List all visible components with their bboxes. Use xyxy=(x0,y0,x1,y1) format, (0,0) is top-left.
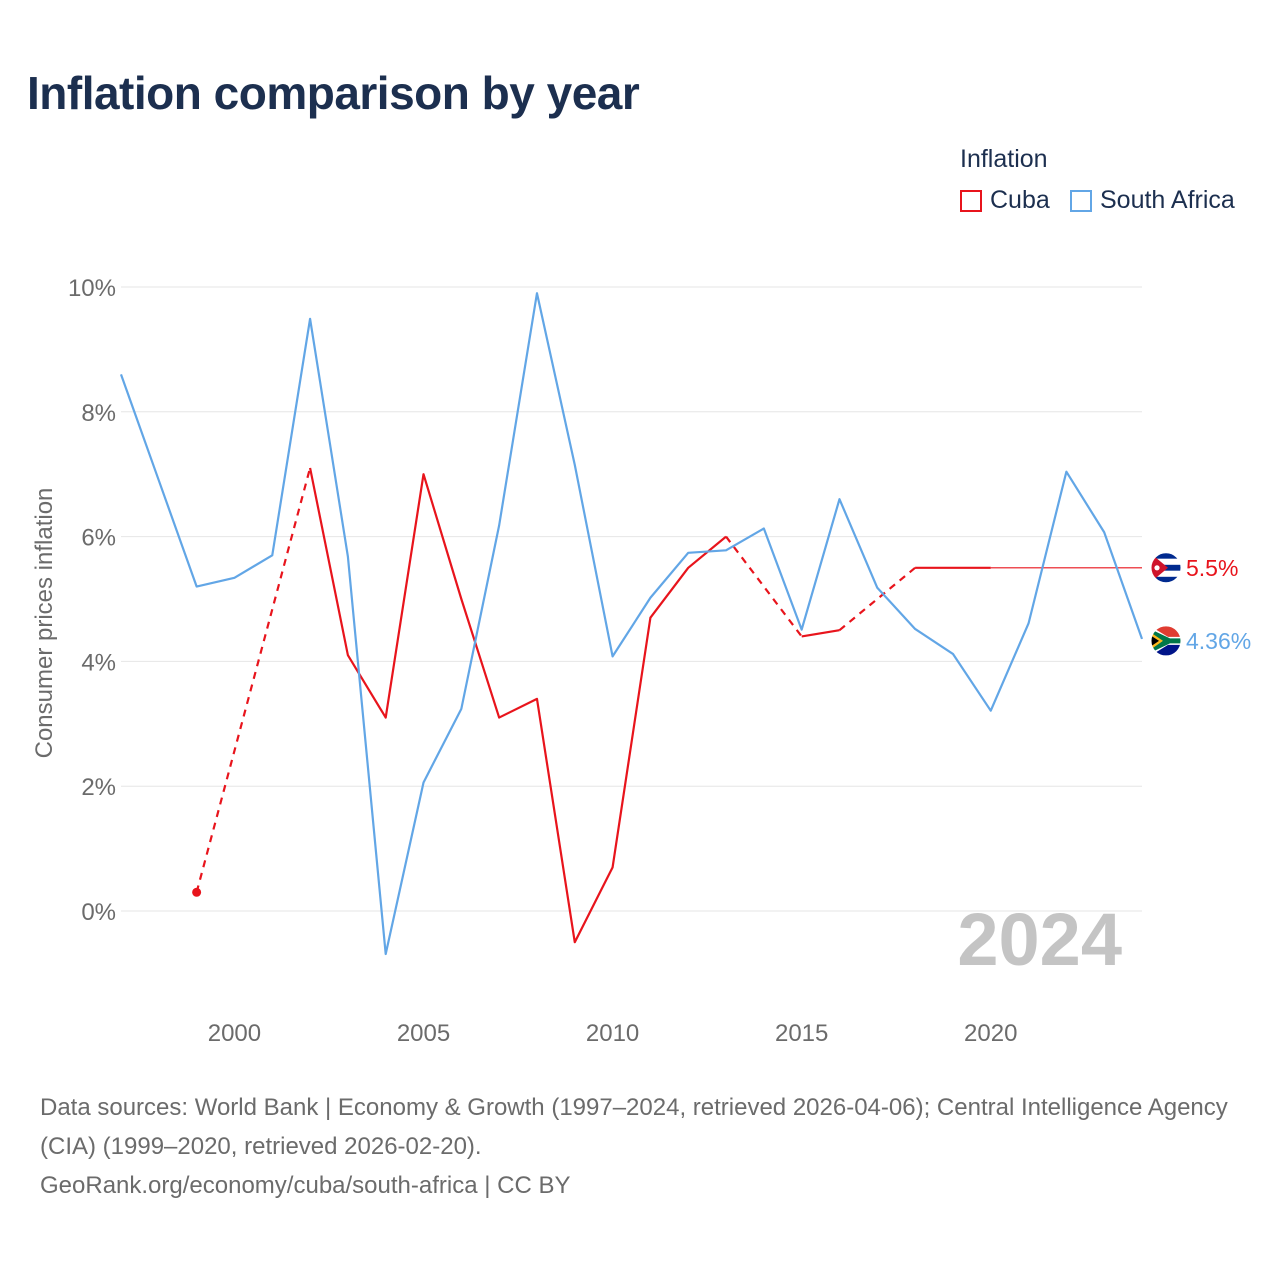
series-gap-cuba xyxy=(838,566,916,632)
data-sources: Data sources: World Bank | Economy & Gro… xyxy=(40,1094,1228,1160)
cuba-stripe xyxy=(1151,552,1181,559)
y-tick-label: 10% xyxy=(68,275,116,302)
x-tick-label: 2010 xyxy=(586,1020,639,1047)
cuba-star xyxy=(1154,565,1160,571)
y-tick-label: 6% xyxy=(81,525,116,552)
series-line-cuba xyxy=(801,629,840,638)
cuba-stripe xyxy=(1151,576,1181,583)
x-tick-label: 2020 xyxy=(964,1020,1017,1047)
legend-label-south-africa: South Africa xyxy=(1100,186,1235,214)
cuba-stripe xyxy=(1151,558,1181,565)
series-gap-cuba xyxy=(195,467,312,893)
legend-swatch-south-africa xyxy=(1070,189,1092,212)
south-africa-flag-graphic xyxy=(1151,625,1181,656)
cuba-flag-graphic xyxy=(1151,552,1181,583)
y-axis-label: Consumer prices inflation xyxy=(31,488,58,759)
x-tick-label: 2000 xyxy=(208,1020,261,1047)
point-cuba xyxy=(192,887,202,897)
legend-title: Inflation xyxy=(960,145,1048,173)
legend-item-cuba[interactable]: Cuba xyxy=(960,186,1050,215)
south-africa-flag xyxy=(1150,625,1182,657)
year-watermark: 2024 xyxy=(957,898,1122,981)
za-black xyxy=(1151,634,1159,647)
x-tick-label: 2005 xyxy=(397,1020,450,1047)
series-gap-cuba xyxy=(725,535,803,638)
series-cuba xyxy=(192,467,1142,944)
y-tick-label: 2% xyxy=(81,774,116,801)
cuba-flag-ring xyxy=(1150,552,1182,584)
end-label-south-africa: 4.36% xyxy=(1186,628,1251,654)
series-line-south-africa xyxy=(119,292,1144,956)
south-africa-flag-ring xyxy=(1150,625,1182,657)
legend-label-cuba: Cuba xyxy=(990,186,1050,214)
cuba-flag xyxy=(1150,552,1182,584)
y-tick-label: 0% xyxy=(81,899,116,926)
x-tick-label: 2015 xyxy=(775,1020,828,1047)
za-green xyxy=(1151,628,1181,653)
series-line-cuba xyxy=(308,467,727,944)
cuba-stripe xyxy=(1151,570,1181,577)
y-tick-label: 4% xyxy=(81,649,116,676)
line-chart: 0% 2% 4% 6% 8% 10% 2000 2005 2010 2015 2020 2024 C… xyxy=(31,275,1251,1047)
series-south-africa xyxy=(119,292,1144,956)
chart-title: Inflation comparison by year xyxy=(27,67,640,119)
legend-swatch-cuba xyxy=(960,189,982,212)
footer: Data sources: World Bank | Economy & Gro… xyxy=(40,1088,1240,1205)
credit-link[interactable]: GeoRank.org/economy/cuba/south-africa | … xyxy=(40,1172,571,1199)
end-label-cuba: 5.5% xyxy=(1186,555,1238,581)
y-tick-label: 8% xyxy=(81,400,116,427)
legend-item-south-africa[interactable]: South Africa xyxy=(1070,186,1235,215)
